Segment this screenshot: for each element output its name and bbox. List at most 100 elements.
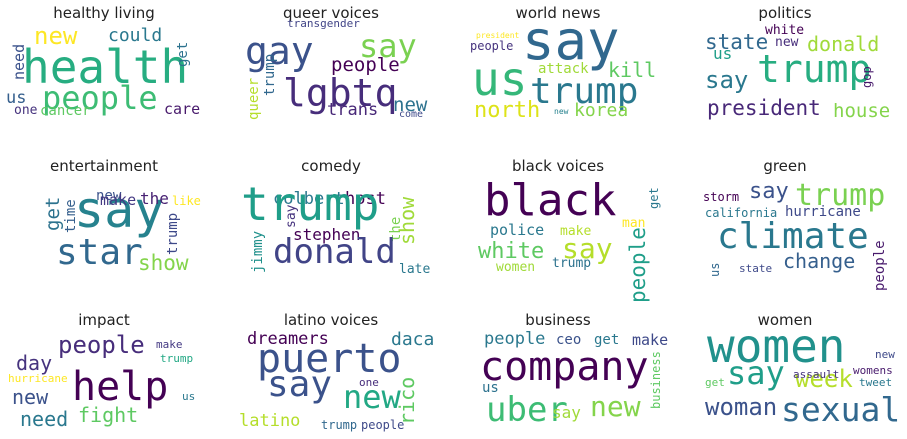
cloud-word: week (795, 365, 853, 393)
cloud-word: ceo (556, 332, 582, 348)
word-cloud: president say people us attack kill trump north… (458, 14, 658, 132)
cloud-word: say (552, 403, 581, 422)
cloud-word: police (490, 221, 545, 239)
cloud-word: latino (239, 411, 301, 431)
cloud-word: get (594, 332, 620, 348)
cloud-word: say (705, 66, 749, 94)
cloud-word: white (478, 239, 545, 264)
cloud-word: one (14, 103, 38, 118)
cloud-word: say (359, 27, 417, 65)
wordcloud-panel: queer voices transgender gay say people lgbtq… (231, 4, 431, 132)
cloud-word: us (713, 44, 733, 63)
cloud-word: jimmy (250, 230, 266, 273)
cloud-word: president (707, 96, 821, 120)
cloud-word: day (16, 351, 53, 375)
cloud-word: lgbtq (283, 71, 398, 115)
cloud-word: new (393, 94, 428, 116)
panel-title: business (525, 311, 591, 329)
wordcloud-panel: green storm say trump california hurricane cli… (685, 157, 888, 291)
cloud-word: storm (703, 190, 740, 204)
cloud-word: white (765, 23, 805, 38)
word-cloud: people ceo get make company business us uber say… (458, 329, 668, 439)
panel-title: comedy (301, 157, 361, 175)
cloud-word: daca (391, 329, 435, 350)
word-cloud: white state new donald us trump say gop presiden… (685, 22, 890, 132)
cloud-word: colbert (273, 189, 345, 209)
cloud-word: make (100, 191, 137, 209)
cloud-word: need (20, 407, 69, 431)
cloud-word: could (108, 25, 163, 46)
cloud-word: people (331, 54, 400, 76)
cloud-word: us (182, 390, 196, 403)
cloud-word: new (12, 385, 49, 409)
cloud-word: women (707, 319, 846, 373)
word-cloud: health people new could get need us one cancer ca… (4, 22, 204, 132)
cloud-word: make (560, 224, 592, 239)
cloud-word: new (875, 348, 895, 361)
wordcloud-panel: comedy colbert host trump show say the stephen j… (231, 157, 431, 285)
wordcloud-panel: women women new say week assault womens get twee… (685, 311, 900, 439)
cloud-word: state (739, 262, 773, 275)
cloud-word: us (6, 88, 27, 108)
cloud-word: trump (757, 47, 872, 91)
wordcloud-panel: impact people make day trump hurricane help new… (4, 311, 204, 439)
panel-title: latino voices (283, 311, 379, 329)
cloud-word: puerto (257, 336, 402, 382)
cloud-word: queer (246, 77, 262, 120)
cloud-word: fight (78, 403, 139, 427)
wordcloud-panel: entertainment new say make the like get time sta… (4, 157, 204, 285)
cloud-word: donald (807, 32, 880, 56)
panel-title: women (757, 311, 813, 329)
cloud-word: care (164, 100, 201, 118)
cloud-word: sexual (781, 390, 901, 429)
cloud-word: new (343, 378, 401, 416)
cloud-word: people (470, 39, 514, 53)
cloud-word: tweet (859, 376, 893, 389)
cloud-word: say (267, 364, 333, 405)
cloud-word: like (172, 194, 201, 208)
cloud-word: kill (608, 58, 657, 82)
cloud-word: people (626, 226, 650, 303)
word-cloud: colbert host trump show say the stephen jimmy do… (231, 175, 431, 285)
cloud-word: host (345, 189, 386, 209)
cloud-word: get (42, 196, 64, 232)
cloud-word: get (647, 186, 661, 209)
panel-title: green (763, 157, 807, 175)
cloud-word: people (361, 418, 405, 432)
cloud-word: trump (552, 256, 592, 271)
cloud-word: us (472, 52, 528, 106)
word-cloud: people make day trump hurricane help new us need… (4, 329, 204, 439)
panel-title: impact (78, 311, 130, 329)
cloud-word: new (34, 22, 78, 50)
cloud-word: uber (486, 390, 568, 430)
cloud-word: trump (160, 352, 194, 365)
cloud-word: trump (321, 418, 358, 432)
cloud-word: stephen (293, 225, 361, 244)
cloud-word: help (72, 364, 169, 410)
cloud-word: us (708, 262, 722, 278)
cloud-word: show (138, 251, 189, 275)
cloud-word: women (496, 260, 536, 275)
wordcloud-panel: black voices black get man police make people s… (458, 157, 661, 303)
wordcloud-panel: world news president say people us attack kill… (458, 4, 658, 132)
word-cloud: black get man police make people say white women… (458, 175, 661, 303)
cloud-word: get (175, 41, 191, 68)
cloud-word: people (42, 79, 158, 117)
cloud-word: make (632, 331, 669, 349)
cloud-word: donald (273, 232, 396, 272)
cloud-word: cancer (40, 103, 91, 119)
cloud-word: new (554, 107, 569, 116)
wordcloud-panel: healthy living health people new could get nee… (4, 4, 204, 132)
cloud-word: state (705, 30, 769, 54)
cloud-word: house (833, 100, 891, 122)
cloud-word: gop (860, 65, 874, 88)
cloud-word: korea (574, 100, 629, 121)
cloud-word: trump (262, 53, 278, 96)
cloud-word: say (522, 9, 620, 72)
cloud-word: health (22, 40, 189, 94)
cloud-word: new (590, 390, 641, 423)
cloud-word: star (56, 232, 143, 273)
cloud-word: new (775, 35, 799, 50)
cloud-word: hurricane (8, 372, 68, 385)
cloud-word: the (140, 189, 169, 208)
